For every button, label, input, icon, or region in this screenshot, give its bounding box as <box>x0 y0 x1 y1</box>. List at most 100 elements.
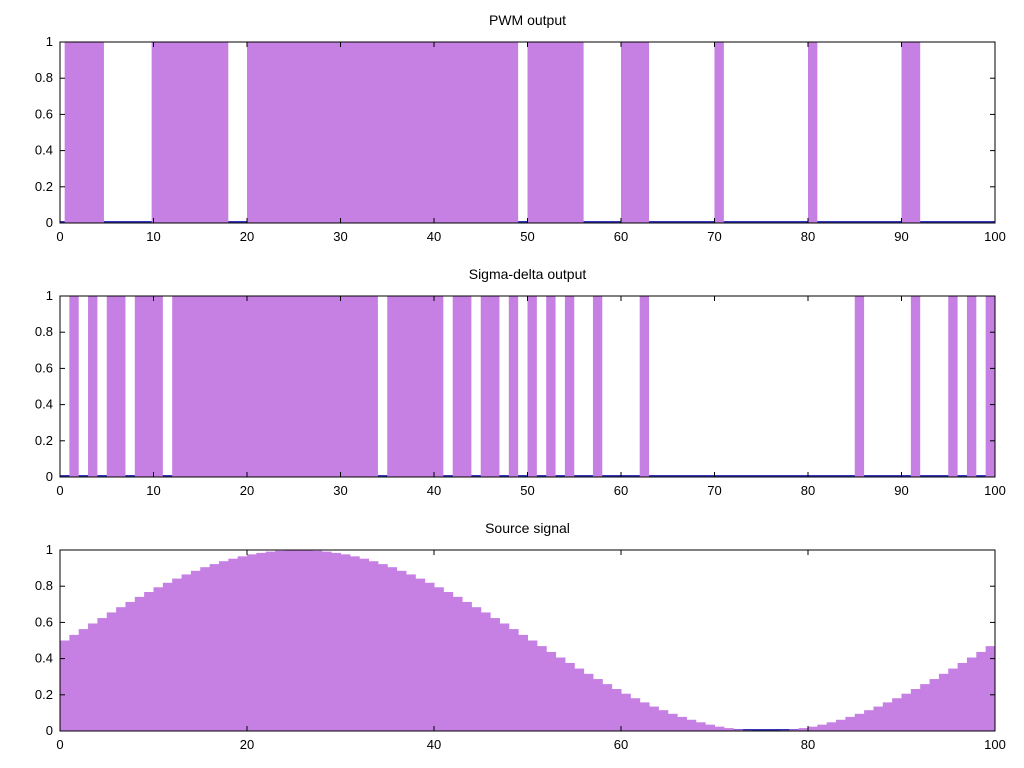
y-tick-label: 0 <box>46 469 53 484</box>
pulse-bar <box>527 42 584 223</box>
signal-bar <box>162 582 173 731</box>
signal-bar <box>405 574 416 731</box>
signal-bar <box>686 719 697 731</box>
signal-bar <box>228 558 239 731</box>
signal-bar <box>88 623 98 731</box>
signal-bar <box>499 623 510 731</box>
x-tick-label: 70 <box>707 229 721 244</box>
y-tick-label: 0.8 <box>35 324 53 339</box>
signal-bar <box>789 729 800 731</box>
signal-bar <box>387 567 398 731</box>
signal-bar <box>462 601 472 731</box>
signal-bar <box>854 713 865 731</box>
signal-bar <box>434 587 444 731</box>
x-tick-label: 50 <box>520 229 534 244</box>
signal-bar <box>564 662 575 731</box>
signal-bar <box>845 716 856 731</box>
pulse-bar <box>966 296 977 477</box>
signal-bar <box>125 601 136 731</box>
signal-bar <box>957 662 968 731</box>
signal-bar <box>892 698 902 731</box>
signal-bar <box>153 587 164 731</box>
y-tick-label: 0.2 <box>35 433 53 448</box>
plot-border <box>59 549 996 732</box>
pulse-bar <box>88 296 98 477</box>
x-tick-label: 60 <box>614 483 628 498</box>
pulse-bar <box>854 296 865 477</box>
signal-bar <box>667 713 678 731</box>
y-tick-label: 1 <box>46 34 53 49</box>
x-tick-label: 40 <box>427 229 441 244</box>
signal-bar <box>677 716 687 731</box>
signal-bar <box>826 722 837 731</box>
x-tick-label: 0 <box>56 483 63 498</box>
pulse-bar <box>901 42 921 223</box>
pulse-bar <box>452 296 472 477</box>
signal-bar <box>649 706 659 731</box>
chart-title: PWM output <box>488 12 567 28</box>
signal-bar <box>452 596 463 731</box>
x-tick-label: 60 <box>614 737 628 752</box>
pulse-bar <box>151 42 229 223</box>
y-tick-label: 0.6 <box>35 106 53 121</box>
signal-bar <box>293 550 304 731</box>
y-tick-label: 0.4 <box>35 143 53 158</box>
y-tick-label: 1 <box>46 288 53 303</box>
signal-bar <box>723 728 734 731</box>
signal-bar <box>808 726 818 731</box>
signal-bar <box>518 634 528 731</box>
signal-bar <box>97 618 108 731</box>
x-tick-label: 10 <box>146 483 160 498</box>
signal-bar <box>836 719 846 731</box>
sigma-delta-output-chart: Sigma-delta output 0 10 20 30 40 50 60 70 80 90 10… <box>0 262 1024 508</box>
y-tick-label: 0 <box>46 723 53 738</box>
x-tick-label: 0 <box>56 229 63 244</box>
signal-bar <box>621 693 631 731</box>
y-tick-label: 0.4 <box>35 651 53 666</box>
source-plot-area: 0 20 40 60 80 100 0 0.2 0.4 0.6 0.8 1 <box>35 542 1006 752</box>
x-tick-label: 70 <box>707 483 721 498</box>
source-signal-chart: Source signal 0 20 40 60 80 100 0 0.2 0.4 0.6 0.8 1 <box>0 516 1024 762</box>
signal-bar <box>714 726 725 731</box>
signal-bar <box>303 550 313 731</box>
signal-bar <box>985 646 996 731</box>
signal-bar <box>275 550 285 731</box>
y-tick-label: 0.2 <box>35 179 53 194</box>
pulse-bar <box>527 296 537 477</box>
pulse-bar <box>508 296 519 477</box>
signal-bar <box>490 618 500 731</box>
signal-bar <box>480 612 491 731</box>
signal-bar <box>901 693 912 731</box>
signal-bar <box>639 702 650 731</box>
signal-bar <box>611 689 622 731</box>
x-tick-label: 20 <box>240 483 254 498</box>
x-tick-label: 0 <box>56 737 63 752</box>
signal-bar <box>415 578 426 731</box>
signal-bar <box>546 651 557 731</box>
signal-bar <box>359 558 370 731</box>
signal-bar <box>116 607 126 731</box>
signal-bar <box>331 552 341 731</box>
signal-bar <box>705 724 715 731</box>
pulse-bar <box>546 296 556 477</box>
pulse-bar <box>948 296 958 477</box>
pulse-bar <box>910 296 921 477</box>
signal-bar <box>864 710 874 731</box>
signal-bar <box>247 554 257 731</box>
signal-bar <box>60 640 70 731</box>
signal-bar <box>873 706 884 731</box>
pulse-bar <box>387 296 444 477</box>
signal-bar <box>78 629 89 731</box>
y-tick-label: 1 <box>46 542 53 557</box>
x-tick-label: 80 <box>801 737 815 752</box>
x-tick-label: 10 <box>146 229 160 244</box>
signal-bar <box>471 607 482 731</box>
pulse-bar <box>69 296 79 477</box>
sigma-delta-plot-area: 0 10 20 30 40 50 60 70 80 90 100 0 0.2 0.4 0.6 0.8 1 <box>35 288 1006 498</box>
x-tick-label: 100 <box>984 483 1006 498</box>
signal-bar <box>929 679 940 731</box>
y-tick-label: 0.4 <box>35 397 53 412</box>
signal-bar <box>583 673 594 731</box>
signal-bar <box>966 657 977 731</box>
pwm-plot-area: 0 10 20 30 40 50 60 70 80 90 100 0 0.2 0.4 0.6 0.8 1 <box>35 34 1006 244</box>
